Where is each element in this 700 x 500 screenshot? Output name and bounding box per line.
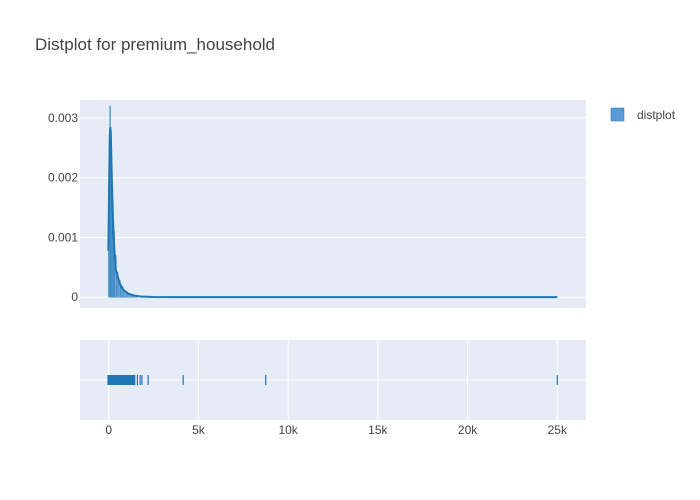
legend-swatch (610, 107, 625, 122)
y-tick-label: 0.002 (48, 171, 78, 185)
chart-title: Distplot for premium_household (35, 35, 275, 54)
x-tick-label: 20k (458, 423, 478, 437)
x-tick-label: 25k (548, 423, 568, 437)
density-plot-area[interactable] (80, 100, 586, 308)
x-tick-label: 15k (368, 423, 388, 437)
x-tick-label: 5k (192, 423, 206, 437)
y-tick-label: 0 (71, 290, 78, 304)
rug-marks (107, 375, 558, 385)
kde-line (107, 126, 558, 299)
y-tick-label: 0.003 (48, 111, 78, 125)
y-tick-label: 0.001 (48, 230, 78, 244)
legend[interactable]: distplot (610, 107, 676, 122)
legend-label-distplot: distplot (637, 108, 676, 122)
histogram-bar (108, 250, 110, 298)
y-tick-labels: 0 0.001 0.002 0.003 (48, 111, 78, 304)
x-tick-label: 0 (105, 423, 112, 437)
x-tick-label: 10k (278, 423, 298, 437)
x-tick-labels: 0 5k 10k 15k 20k 25k (105, 423, 568, 437)
